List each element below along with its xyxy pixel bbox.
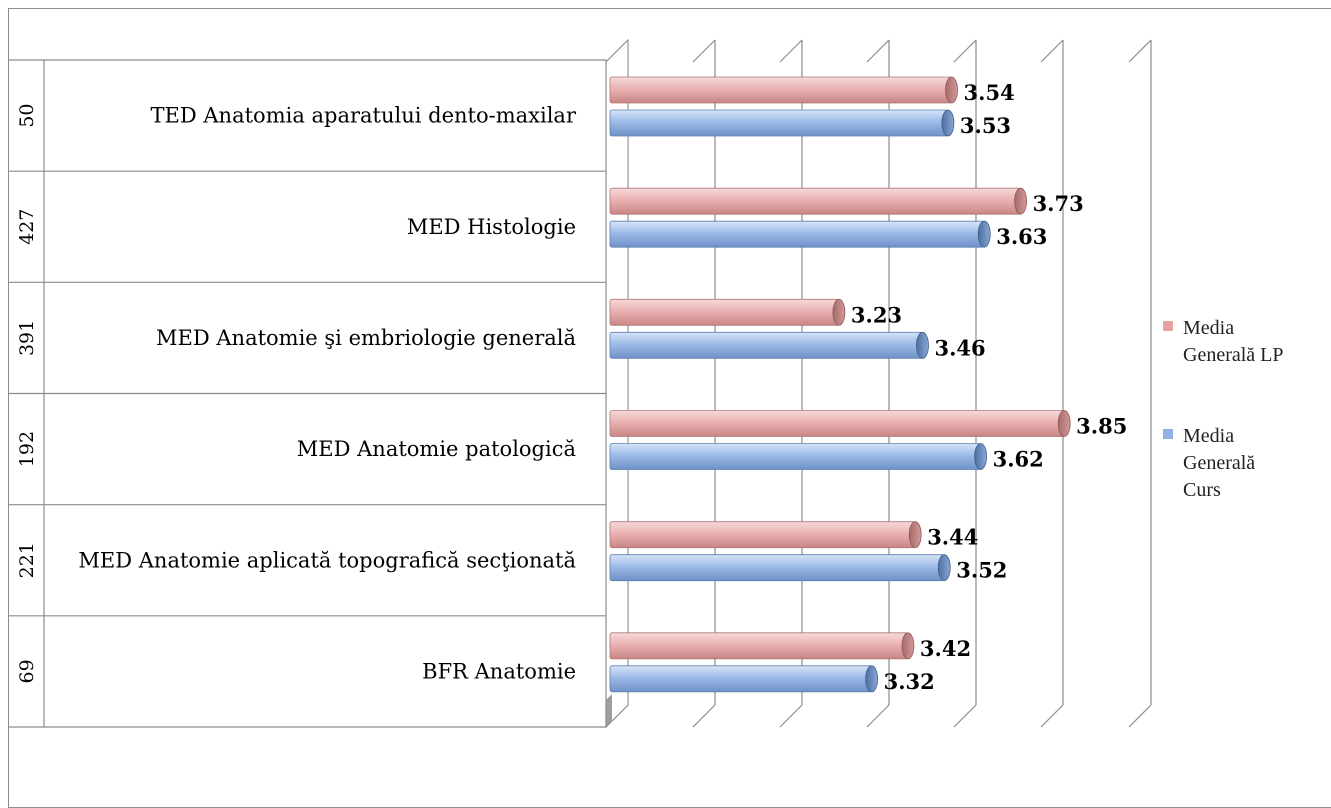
bar-lp <box>609 187 1027 215</box>
count-label: 391 <box>16 320 38 356</box>
gridline-top <box>1128 39 1152 63</box>
bar-lp-cap <box>1014 187 1027 215</box>
bar-lp-body <box>609 76 952 104</box>
bar-curs-body <box>609 443 982 470</box>
gridline-floor <box>866 704 890 728</box>
gridline-floor <box>953 704 977 728</box>
category-label: MED Histologie <box>407 215 576 239</box>
count-label: 427 <box>16 209 38 245</box>
bar-curs-body <box>609 554 945 582</box>
bar-lp-body <box>609 187 1021 215</box>
bar-curs-body <box>609 220 985 248</box>
value-label-curs: 3.53 <box>960 113 1011 138</box>
gridline-top <box>779 39 803 63</box>
bar-lp-cap <box>832 298 846 326</box>
bar-curs-body <box>609 109 949 137</box>
bar-lp-cap <box>1057 410 1071 437</box>
value-label-lp: 3.44 <box>927 525 978 550</box>
value-label-lp: 3.23 <box>851 302 902 327</box>
gridline-top <box>692 39 716 63</box>
value-label-curs: 3.63 <box>996 224 1047 249</box>
value-label-lp: 3.73 <box>1033 191 1084 216</box>
bar-curs-cap <box>974 443 987 470</box>
value-label-lp: 3.54 <box>964 80 1015 105</box>
gridline-floor <box>1040 704 1064 728</box>
bar-lp-cap <box>945 76 958 104</box>
bar-lp-cap <box>908 521 922 549</box>
count-label: 221 <box>16 542 38 578</box>
gridline-floor <box>779 704 803 728</box>
bar-curs-cap <box>865 665 878 693</box>
legend-label-curs: Media <box>1183 425 1234 447</box>
category-table: 50 TED Anatomia aparatului dento-maxilar 4… <box>9 59 607 728</box>
value-label-curs: 3.52 <box>956 558 1007 583</box>
bar-lp <box>609 521 922 549</box>
gridline-floor <box>1128 704 1152 728</box>
bar-curs <box>609 331 929 359</box>
bar-lp <box>609 76 958 104</box>
gridline-top <box>1040 39 1064 63</box>
count-label: 50 <box>16 103 38 127</box>
bar-curs <box>609 109 955 137</box>
legend-label-lp: Media <box>1183 317 1234 339</box>
category-label: MED Anatomie aplicată topografică secţio… <box>78 548 576 572</box>
value-label-curs: 3.46 <box>934 335 985 360</box>
bar-curs-cap <box>977 220 991 248</box>
bar-chart: 50 TED Anatomia aparatului dento-maxilar 4… <box>9 38 1284 729</box>
value-label-curs: 3.32 <box>884 669 935 694</box>
value-label-lp: 3.85 <box>1076 414 1127 439</box>
category-label: TED Anatomia aparatului dento-maxilar <box>151 104 577 128</box>
bar-curs-cap <box>937 554 951 582</box>
category-label: MED Anatomie şi embriologie generală <box>156 326 576 350</box>
value-label-lp: 3.42 <box>920 636 971 661</box>
bar-curs <box>609 220 991 248</box>
bar-lp-cap <box>901 632 915 660</box>
bar-lp <box>609 410 1071 437</box>
gridline-floor <box>692 704 716 728</box>
bar-curs <box>609 554 951 582</box>
value-labels: 3.54 3.53 3.73 3.63 3.23 3.46 3.85 3.62 3.44 3.52… <box>851 80 1127 694</box>
value-label-curs: 3.62 <box>993 447 1044 472</box>
bar-lp-body <box>609 298 840 326</box>
count-label: 69 <box>16 659 38 683</box>
floor-edge <box>606 694 612 727</box>
legend: Media Generală LP Media Generală Curs <box>1163 317 1284 501</box>
bar-curs-cap <box>916 331 929 359</box>
count-label: 192 <box>16 431 38 467</box>
bar-curs-body <box>609 665 873 693</box>
bar-curs-cap <box>941 109 955 137</box>
bar-lp-body <box>609 410 1065 437</box>
category-label: MED Anatomie patologică <box>297 437 576 461</box>
legend-swatch-curs <box>1163 429 1173 439</box>
bar-lp-body <box>609 521 916 549</box>
gridline-top <box>953 39 977 63</box>
bars-layer <box>609 76 1071 693</box>
bar-curs <box>609 665 878 693</box>
category-label: BFR Anatomie <box>422 659 576 683</box>
bar-curs-body <box>609 331 923 359</box>
bar-curs <box>609 443 987 470</box>
bar-lp-body <box>609 632 909 660</box>
legend-label-curs: Curs <box>1183 479 1221 501</box>
bar-lp <box>609 632 915 660</box>
grid-layer <box>605 38 1152 729</box>
bar-lp <box>609 298 846 326</box>
gridline-top <box>866 39 890 63</box>
legend-label-curs: Generală <box>1183 452 1255 474</box>
legend-label-lp: Generală LP <box>1183 344 1284 366</box>
side-wall <box>605 38 629 729</box>
legend-swatch-lp <box>1163 321 1173 331</box>
